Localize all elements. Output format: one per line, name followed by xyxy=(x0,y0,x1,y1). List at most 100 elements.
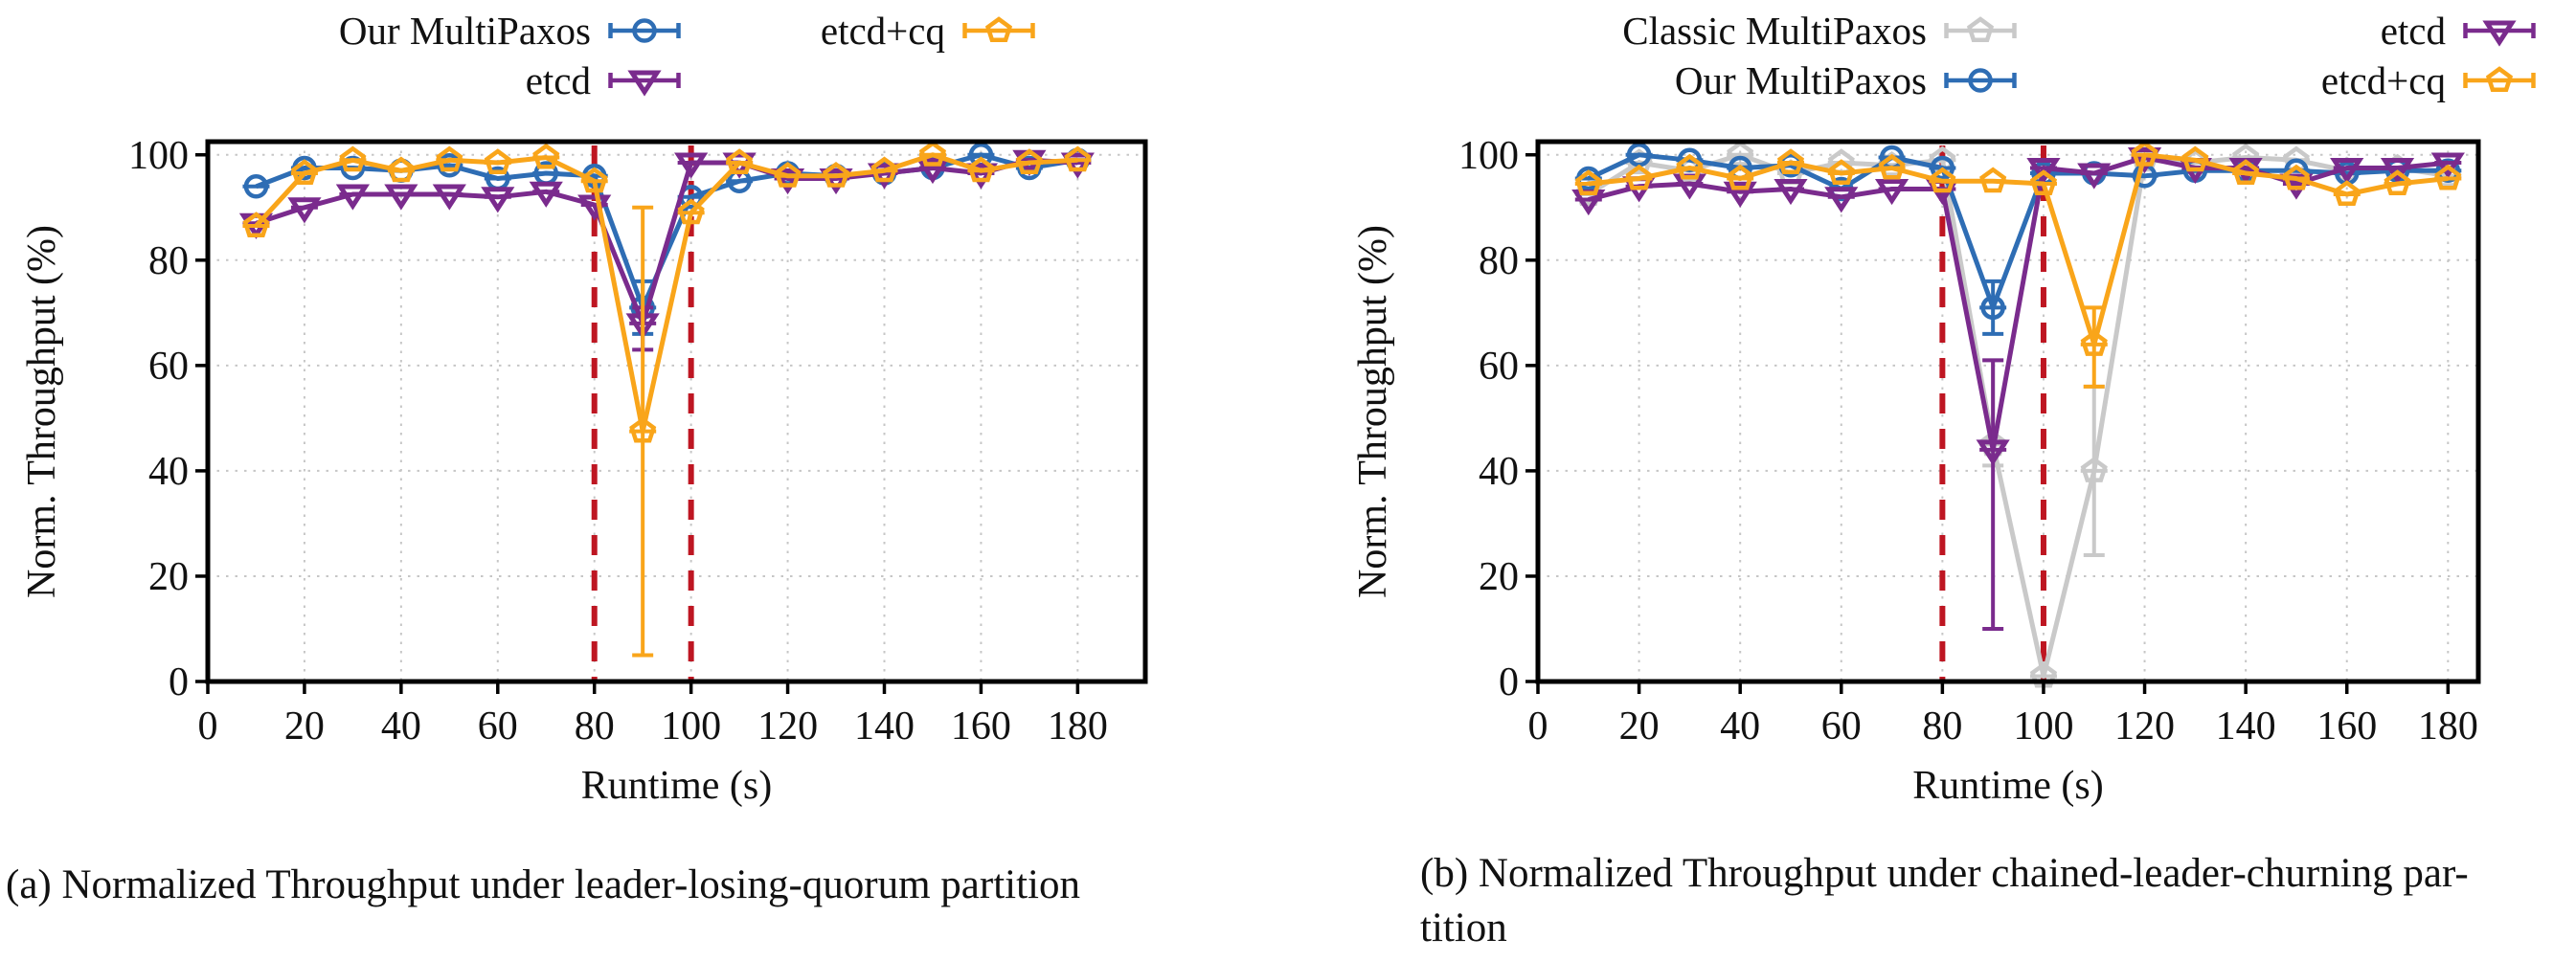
marker-triangle-down xyxy=(529,181,563,208)
x-tick-label: 140 xyxy=(2216,704,2276,749)
legend-item-etcd-cq: etcd+cq xyxy=(821,6,1039,56)
marker-triangle-down xyxy=(674,152,709,179)
marker-pentagon xyxy=(1676,153,1704,180)
legend-sample-triangle-down-icon xyxy=(608,70,681,97)
marker-pentagon xyxy=(1979,167,2007,193)
x-tick-label: 20 xyxy=(1619,704,1660,749)
axes-a: 0 20 40 60 80 100 120 140 160 180 0 20 40 60 80 100 xyxy=(128,134,1108,749)
marker-triangle-down xyxy=(1874,179,1909,206)
y-tick-label: 0 xyxy=(1499,660,1519,704)
marker-pentagon xyxy=(2434,164,2462,190)
legend-sample-pentagon-icon xyxy=(1944,16,2017,42)
legend-label: etcd xyxy=(2380,9,2446,53)
y-tick-label: 40 xyxy=(148,450,189,494)
y-tick-label: 100 xyxy=(1458,134,1519,178)
marker-pentagon xyxy=(967,156,995,183)
x-tick-label: 180 xyxy=(2418,704,2478,749)
caption-b: (b) Normalized Throughput under chained-… xyxy=(1420,846,2569,955)
legend-item-classic-multipaxos: Classic MultiPaxos xyxy=(1622,6,2021,56)
plot-border-a xyxy=(205,139,1148,684)
partition-lines-a xyxy=(591,145,694,680)
marker-pentagon xyxy=(1574,169,1602,195)
x-tick-label: 0 xyxy=(198,704,218,749)
marker-pentagon xyxy=(2080,457,2108,482)
marker-triangle-down xyxy=(2482,20,2517,47)
marker-pentagon xyxy=(629,416,657,443)
marker-triangle-down xyxy=(627,70,662,97)
marker-pentagon xyxy=(1878,153,1906,180)
legend-sample-circle-icon xyxy=(1944,68,2017,93)
marker-pentagon xyxy=(1776,148,1805,174)
y-tick-label: 40 xyxy=(1479,450,1519,494)
y-tick-label: 60 xyxy=(1479,345,1519,389)
legend-column-a-0: Our MultiPaxos etcd xyxy=(339,6,685,105)
plot-a: 0 20 40 60 80 100 120 140 160 180 0 20 40 60 80 100 Runt… xyxy=(20,134,1148,808)
x-tick-label: 40 xyxy=(381,704,421,749)
y-tick-label: 80 xyxy=(148,239,189,283)
marker-triangle-down xyxy=(2380,158,2415,185)
x-tick-label: 160 xyxy=(951,704,1011,749)
y-axis-label-a: Norm. Throughput (%) xyxy=(20,225,64,598)
x-tick-label: 80 xyxy=(575,704,615,749)
marker-pentagon xyxy=(1827,159,1855,185)
x-tick-label: 60 xyxy=(1821,704,1862,749)
partition-lines-b xyxy=(1939,145,2046,680)
marker-pentagon xyxy=(726,148,754,174)
legend-label: Classic MultiPaxos xyxy=(1622,9,1927,53)
x-tick-label: 120 xyxy=(2114,704,2175,749)
marker-pentagon xyxy=(984,16,1013,42)
legend-column-a-1: etcd+cq xyxy=(821,6,1039,56)
legend-item-our-multipaxos: Our MultiPaxos xyxy=(1622,56,2021,105)
marker-pentagon xyxy=(1929,167,1956,193)
legend-label: etcd+cq xyxy=(820,9,945,53)
x-tick-label: 160 xyxy=(2316,704,2377,749)
marker-pentagon xyxy=(677,198,705,225)
y-tick-label: 20 xyxy=(148,555,189,599)
legend-sample-pentagon-icon xyxy=(2463,66,2536,92)
x-tick-label: 120 xyxy=(757,704,818,749)
marker-triangle-down xyxy=(432,184,466,211)
caption-b-line2: tition xyxy=(1420,905,1507,950)
grid-b xyxy=(1538,142,2478,682)
marker-triangle-down xyxy=(2077,163,2112,190)
series-line xyxy=(1588,155,2449,453)
marker-pentagon xyxy=(2333,180,2361,206)
marker-pentagon xyxy=(2384,169,2411,195)
marker-pentagon xyxy=(2232,159,2260,185)
series-etcd-cq xyxy=(1574,141,2462,389)
marker-pentagon xyxy=(822,162,850,188)
x-tick-label: 180 xyxy=(1048,704,1108,749)
legend-label: Our MultiPaxos xyxy=(338,9,591,53)
marker-circle xyxy=(1968,68,1993,93)
legend-label: Our MultiPaxos xyxy=(1674,58,1927,102)
marker-triangle-down xyxy=(287,197,322,224)
marker-pentagon xyxy=(2131,141,2158,167)
marker-pentagon xyxy=(387,156,415,183)
series-line xyxy=(1587,152,2449,679)
x-tick-label: 0 xyxy=(1528,704,1548,749)
series-etcd-cq xyxy=(242,141,1092,658)
marker-triangle-down xyxy=(915,158,950,185)
legend-item-etcd: etcd xyxy=(339,56,685,105)
legend-item-etcd-cq: etcd+cq xyxy=(2321,56,2540,105)
marker-pentagon xyxy=(339,145,367,172)
legend-label: etcd xyxy=(525,58,591,102)
caption-a: (a) Normalized Throughput under leader-l… xyxy=(6,862,1080,907)
marker-triangle-down xyxy=(1976,439,2010,466)
marker-pentagon xyxy=(2080,330,2108,356)
marker-pentagon xyxy=(2485,66,2514,92)
marker-triangle-down xyxy=(481,187,515,213)
marker-pentagon xyxy=(1015,148,1043,174)
marker-pentagon xyxy=(1064,145,1092,172)
grid-a xyxy=(208,142,1145,682)
marker-triangle-down xyxy=(1824,187,1859,213)
legend-sample-circle-icon xyxy=(608,18,681,43)
marker-pentagon xyxy=(580,167,608,193)
y-tick-label: 20 xyxy=(1479,555,1519,599)
marker-pentagon xyxy=(1727,164,1754,190)
marker-circle xyxy=(243,174,269,199)
marker-triangle-down xyxy=(384,184,418,211)
y-tick-label: 60 xyxy=(148,345,189,389)
x-axis-label-b: Runtime (s) xyxy=(1912,764,2103,808)
plot-border-b xyxy=(1535,139,2481,684)
